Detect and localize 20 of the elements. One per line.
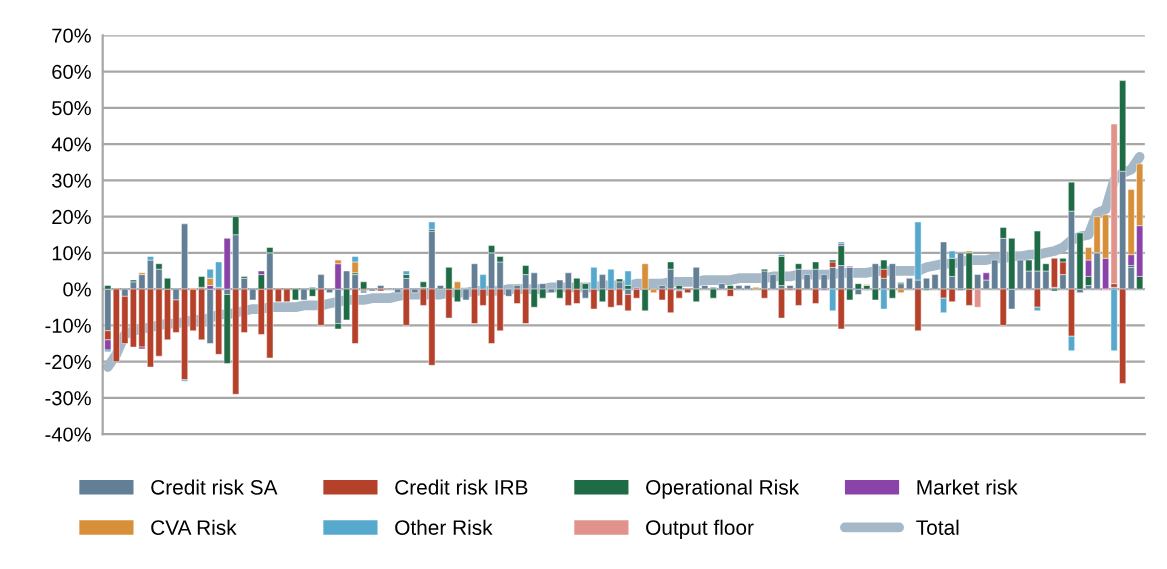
legend-label: Credit risk IRB: [395, 479, 528, 495]
y-tick-label: 10%: [52, 246, 91, 261]
y-tick-label: 70%: [52, 28, 91, 43]
legend-label: Other Risk: [395, 519, 493, 535]
y-tick-label: 30%: [52, 173, 91, 188]
y-tick-label: 50%: [52, 101, 91, 116]
y-tick-label: -40%: [45, 427, 91, 442]
legend-label: Credit risk SA: [151, 479, 278, 495]
legend-label: Output floor: [646, 519, 754, 540]
y-tick-label: -20%: [45, 354, 91, 370]
y-tick-label: -10%: [45, 318, 91, 333]
y-tick-label: 60%: [52, 64, 91, 80]
y-tick-label: -30%: [45, 391, 91, 406]
legend-label: Operational Risk: [646, 479, 800, 499]
y-tick-label: 0%: [63, 282, 91, 297]
legend-label: CVA Risk: [151, 519, 237, 535]
y-tick-label: 40%: [51, 137, 91, 152]
legend-label: Market risk: [917, 479, 1018, 495]
y-tick-label: 20%: [52, 209, 91, 225]
legend-label: Total: [916, 519, 959, 535]
